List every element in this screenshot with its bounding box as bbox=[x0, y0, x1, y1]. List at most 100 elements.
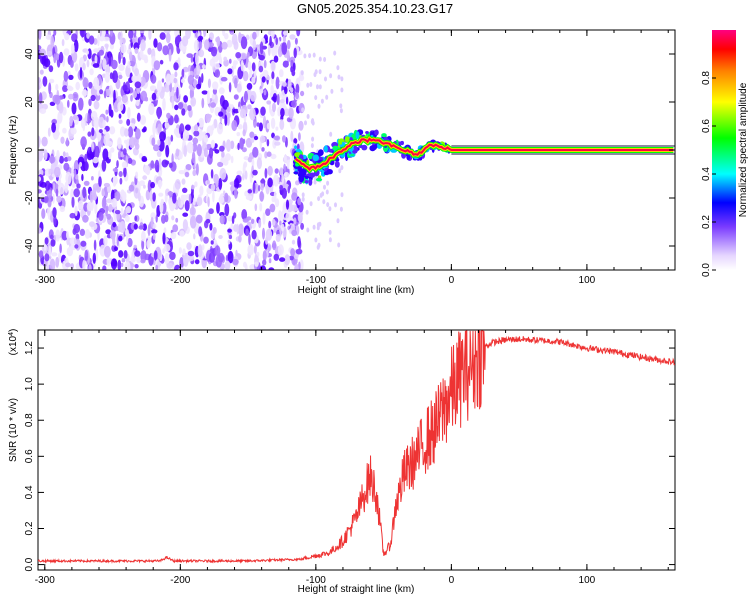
noise-blob bbox=[236, 132, 241, 137]
noise-blob bbox=[263, 59, 267, 69]
noise-blob bbox=[208, 208, 214, 215]
noise-blob bbox=[157, 179, 163, 188]
y-tick-label: 0.0 bbox=[24, 557, 35, 571]
noise-blob bbox=[325, 94, 329, 100]
noise-blob bbox=[273, 55, 279, 63]
noise-blob bbox=[273, 174, 280, 187]
noise-blob bbox=[246, 216, 252, 221]
noise-blob bbox=[290, 87, 294, 93]
noise-blob bbox=[247, 244, 254, 256]
noise-blob bbox=[43, 149, 48, 161]
noise-blob bbox=[159, 131, 166, 142]
noise-blob bbox=[297, 213, 303, 223]
noise-blob bbox=[178, 151, 183, 160]
noise-blob bbox=[215, 181, 219, 188]
noise-blob bbox=[247, 60, 252, 71]
noise-blob bbox=[103, 90, 107, 99]
noise-blob bbox=[291, 192, 298, 201]
noise-blob bbox=[205, 114, 212, 119]
noise-blob bbox=[130, 94, 133, 102]
noise-blob bbox=[226, 39, 233, 48]
noise-blob bbox=[45, 34, 53, 40]
noise-blob bbox=[86, 59, 90, 68]
noise-blob bbox=[266, 100, 272, 105]
noise-blob bbox=[120, 262, 124, 267]
noise-blob bbox=[281, 210, 284, 222]
noise-blob bbox=[193, 130, 200, 137]
noise-blob bbox=[212, 190, 215, 203]
noise-blob bbox=[38, 30, 42, 40]
noise-blob bbox=[303, 53, 307, 59]
noise-blob bbox=[310, 143, 314, 149]
noise-blob bbox=[246, 51, 250, 58]
x-tick-label: 100 bbox=[579, 575, 596, 586]
noise-blob bbox=[57, 111, 63, 124]
noise-blob bbox=[247, 104, 252, 110]
noise-blob bbox=[187, 74, 195, 85]
noise-blob bbox=[68, 93, 74, 100]
noise-blob bbox=[62, 127, 67, 134]
noise-blob bbox=[157, 107, 161, 120]
noise-blob bbox=[318, 69, 322, 75]
noise-blob bbox=[41, 136, 48, 147]
noise-blob bbox=[165, 32, 171, 44]
noise-blob bbox=[150, 216, 154, 228]
noise-blob bbox=[91, 192, 98, 201]
noise-blob bbox=[103, 182, 110, 188]
noise-blob bbox=[230, 140, 235, 150]
noise-blob bbox=[78, 200, 84, 210]
noise-blob bbox=[288, 199, 293, 205]
y-tick-label: -20 bbox=[24, 190, 35, 205]
noise-blob bbox=[262, 227, 265, 240]
noise-blob bbox=[282, 135, 286, 143]
noise-blob bbox=[50, 234, 54, 240]
noise-blob bbox=[277, 244, 284, 256]
noise-blob bbox=[62, 151, 66, 157]
noise-blob bbox=[271, 218, 276, 226]
signal-blob bbox=[365, 131, 369, 134]
noise-blob bbox=[109, 230, 116, 240]
noise-blob bbox=[48, 82, 52, 95]
noise-blob bbox=[253, 135, 259, 141]
noise-blob bbox=[232, 108, 240, 114]
noise-blob bbox=[266, 139, 270, 147]
noise-blob bbox=[99, 36, 105, 42]
noise-blob bbox=[50, 239, 56, 247]
noise-blob bbox=[254, 261, 259, 267]
noise-blob bbox=[76, 183, 81, 189]
noise-blob bbox=[285, 212, 291, 223]
noise-blob bbox=[286, 49, 290, 62]
noise-blob bbox=[244, 90, 248, 103]
noise-blob bbox=[78, 97, 84, 111]
noise-blob bbox=[210, 183, 216, 192]
noise-blob bbox=[318, 84, 322, 90]
noise-blob bbox=[260, 179, 266, 184]
noise-blob bbox=[269, 101, 272, 114]
noise-blob bbox=[63, 157, 69, 162]
noise-blob bbox=[210, 169, 214, 179]
noise-blob bbox=[328, 237, 332, 243]
noise-blob bbox=[254, 203, 258, 212]
noise-blob bbox=[279, 167, 284, 176]
noise-blob bbox=[179, 230, 185, 237]
noise-blob bbox=[98, 212, 104, 221]
noise-blob bbox=[176, 86, 179, 99]
snr-x-axis-label: Height of straight line (km) bbox=[298, 584, 415, 595]
noise-blob bbox=[178, 247, 182, 254]
noise-blob bbox=[118, 51, 122, 64]
noise-blob bbox=[279, 99, 285, 104]
noise-blob bbox=[155, 214, 158, 223]
noise-blob bbox=[194, 124, 199, 132]
noise-blob bbox=[339, 103, 343, 109]
noise-blob bbox=[108, 150, 112, 160]
noise-blob bbox=[267, 45, 271, 56]
noise-blob bbox=[340, 165, 344, 171]
noise-blob bbox=[38, 189, 42, 194]
noise-blob bbox=[138, 225, 145, 230]
noise-blob bbox=[127, 60, 131, 69]
colorbar-gradient bbox=[712, 30, 736, 270]
noise-blob bbox=[182, 187, 188, 193]
noise-blob bbox=[337, 74, 341, 80]
noise-blob bbox=[289, 255, 294, 261]
noise-blob bbox=[295, 248, 303, 255]
